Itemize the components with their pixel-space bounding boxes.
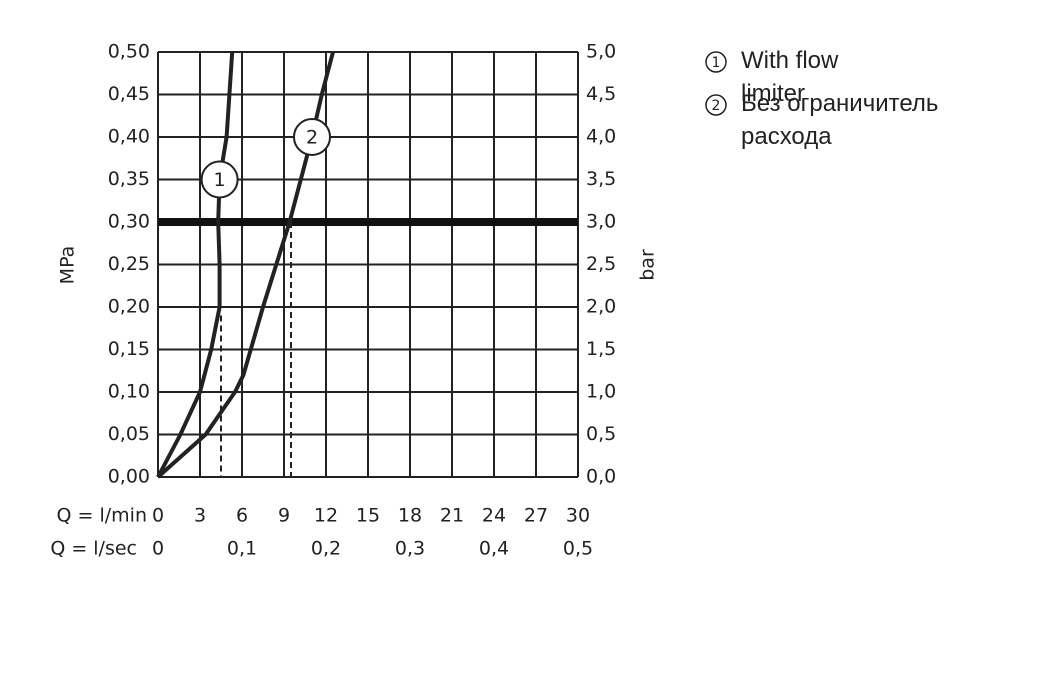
legend-label: With flow limiter — [741, 47, 839, 107]
x-tick-label: 6 — [236, 505, 248, 527]
x-tick-label: 18 — [398, 505, 422, 527]
curve-marker — [200, 160, 239, 199]
y-tick-label: 0,35 — [108, 168, 150, 190]
x2-tick-label: 0,5 — [563, 538, 593, 560]
y-tick-label: 0,20 — [108, 296, 150, 318]
x-tick-label: 12 — [314, 505, 338, 527]
x-tick-label: 9 — [278, 505, 290, 527]
y2-tick-label: 2,5 — [586, 253, 616, 275]
y2-tick-label: 1,0 — [586, 381, 616, 403]
x2-tick-label: 0 — [152, 538, 164, 560]
legend-label-line: limiter — [741, 80, 805, 107]
y-tick-label: 0,10 — [108, 381, 150, 403]
y2-tick-label: 3,0 — [586, 211, 616, 233]
x-tick-label: 21 — [440, 505, 464, 527]
curve-marker — [293, 118, 331, 156]
legend-label-line: With flow — [741, 47, 839, 74]
x-tick-label: 0 — [152, 505, 164, 527]
y-tick-label: 0,05 — [108, 423, 150, 445]
y-tick-label: 0,45 — [108, 83, 150, 105]
line — [156, 51, 235, 478]
x-tick-label: 27 — [524, 505, 548, 527]
x-tick-label: 15 — [356, 505, 380, 527]
x-tick-label: 24 — [482, 505, 506, 527]
legend-marker-label: 1 — [712, 55, 721, 71]
y-tick-label: 0,15 — [108, 338, 150, 360]
x2-tick-label: 0,1 — [227, 538, 257, 560]
x-tick-label: 3 — [194, 505, 206, 527]
y2-tick-label: 1,5 — [586, 338, 616, 360]
y-tick-label: 0,50 — [108, 41, 150, 63]
x2-tick-label: 0,4 — [479, 538, 509, 560]
y-axis-label: MPa — [57, 246, 79, 285]
legend-marker — [705, 94, 727, 116]
line — [156, 51, 335, 479]
y2-tick-label: 0,5 — [586, 423, 616, 445]
y2-tick-label: 4,5 — [586, 83, 616, 105]
x2-axis-label: Q = l/sec — [50, 538, 137, 560]
y-tick-label: 0,25 — [108, 253, 150, 275]
x2-tick-label: 0,3 — [395, 538, 425, 560]
legend-label-line: Без ограничитель — [741, 90, 938, 117]
legend-marker — [705, 51, 727, 73]
legend-marker-label: 2 — [712, 98, 721, 114]
y-tick-label: 0,30 — [108, 211, 150, 233]
y2-tick-label: 0,0 — [586, 466, 616, 488]
y-tick-label: 0,40 — [108, 126, 150, 148]
y2-tick-label: 2,0 — [586, 296, 616, 318]
y-tick-label: 0,00 — [108, 466, 150, 488]
curve-marker-label: 1 — [214, 169, 226, 191]
curve-marker-label: 2 — [306, 127, 318, 149]
legend-label: Без ограничитель расхода — [741, 90, 938, 150]
x-axis-label: Q = l/min — [57, 505, 147, 527]
y2-axis-label: bar — [637, 249, 659, 281]
y2-tick-label: 3,5 — [586, 168, 616, 190]
x-tick-label: 30 — [566, 505, 590, 527]
y2-tick-label: 4,0 — [586, 126, 616, 148]
y2-tick-label: 5,0 — [586, 41, 616, 63]
x2-tick-label: 0,2 — [311, 538, 341, 560]
legend-label-line: расхода — [741, 123, 832, 150]
